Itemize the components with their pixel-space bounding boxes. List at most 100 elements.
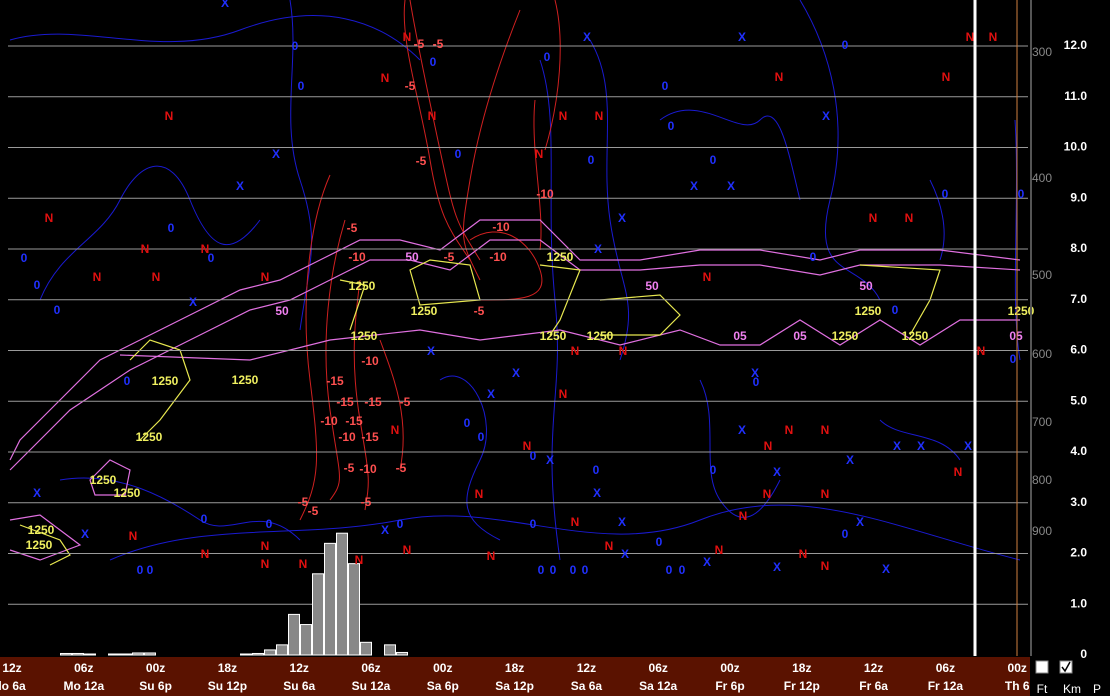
contour-label: 1250 xyxy=(855,304,882,318)
zero-marker: 0 xyxy=(753,375,760,389)
day-label: Su 6p xyxy=(139,679,172,693)
x-marker: X xyxy=(221,0,229,10)
hour-label: 06z xyxy=(936,661,955,675)
contour-label: 05 xyxy=(1009,329,1023,343)
wind-marker: N xyxy=(261,270,270,284)
pink-bands xyxy=(9,219,1021,561)
hour-label: 12z xyxy=(577,661,596,675)
zero-marker: 0 xyxy=(892,303,899,317)
x-marker: X xyxy=(546,453,554,467)
wind-marker: N xyxy=(763,487,772,501)
hour-label: 18z xyxy=(218,661,237,675)
contour-label: -5 xyxy=(416,154,427,168)
contour-label: 1250 xyxy=(232,373,259,387)
wind-marker: N xyxy=(785,423,794,437)
contour-label: 1250 xyxy=(90,473,117,487)
zero-marker: 0 xyxy=(478,430,485,444)
contour-label: 1250 xyxy=(1008,304,1035,318)
contour-label: 05 xyxy=(793,329,807,343)
y-tick-label: 11.0 xyxy=(1064,89,1087,103)
bar xyxy=(72,652,84,656)
wind-marker: N xyxy=(954,465,963,479)
zero-marker: 0 xyxy=(550,563,557,577)
hour-label: 00z xyxy=(1008,661,1027,675)
bar xyxy=(132,652,144,656)
bar xyxy=(108,653,120,656)
pressure-label: 900 xyxy=(1032,524,1052,538)
unit-button[interactable]: Ft xyxy=(1037,682,1048,696)
zero-marker: 0 xyxy=(208,251,215,265)
pressure-label: 700 xyxy=(1032,415,1052,429)
bar xyxy=(336,532,348,656)
zero-marker: 0 xyxy=(593,463,600,477)
x-marker: X xyxy=(727,179,735,193)
wind-marker: N xyxy=(523,439,532,453)
x-marker: X xyxy=(917,439,925,453)
day-label: Su 6a xyxy=(283,679,315,693)
hour-label: 00z xyxy=(146,661,165,675)
x-marker: X xyxy=(856,515,864,529)
contour-label: -10 xyxy=(361,354,379,368)
zero-marker: 0 xyxy=(588,153,595,167)
day-label: Su 12p xyxy=(208,679,247,693)
zero-marker: 0 xyxy=(942,187,949,201)
zero-marker: 0 xyxy=(430,55,437,69)
bar xyxy=(60,652,72,656)
precip-bars xyxy=(60,532,408,656)
wind-marker: N xyxy=(475,487,484,501)
wind-marker: N xyxy=(989,30,998,44)
zero-marker: 0 xyxy=(666,563,673,577)
axis-separator xyxy=(1030,0,1032,656)
y-tick-label: 6.0 xyxy=(1070,343,1087,357)
unit-button[interactable]: Km xyxy=(1063,682,1081,696)
wind-marker: N xyxy=(559,109,568,123)
contour-label: 05 xyxy=(733,329,747,343)
x-marker: X xyxy=(893,439,901,453)
wind-marker: N xyxy=(391,423,400,437)
day-label: Sa 12p xyxy=(495,679,534,693)
day-label: Fr 6p xyxy=(715,679,744,693)
x-marker: X xyxy=(882,562,890,576)
contour-label: -5 xyxy=(433,37,444,51)
wind-marker: N xyxy=(261,557,270,571)
pressure-label: 300 xyxy=(1032,45,1052,59)
wind-marker: N xyxy=(739,509,748,523)
wind-marker: N xyxy=(428,109,437,123)
contour-label: 1250 xyxy=(136,430,163,444)
unit-button[interactable]: P xyxy=(1093,682,1101,696)
contour-label: 1250 xyxy=(351,329,378,343)
x-marker: X xyxy=(487,387,495,401)
wind-marker: N xyxy=(821,423,830,437)
hour-label: 00z xyxy=(720,661,739,675)
y-tick-label: 10.0 xyxy=(1064,140,1088,154)
wind-marker: N xyxy=(535,147,544,161)
bar xyxy=(120,653,132,656)
zero-marker: 0 xyxy=(298,79,305,93)
zero-marker: 0 xyxy=(538,563,545,577)
zero-marker: 0 xyxy=(710,463,717,477)
bar xyxy=(240,653,252,656)
wind-marker: N xyxy=(966,30,975,44)
bar xyxy=(288,613,300,656)
day-label: Mo 12a xyxy=(63,679,104,693)
zero-marker: 0 xyxy=(464,416,471,430)
wind-marker: N xyxy=(355,553,364,567)
bar xyxy=(144,652,156,656)
x-marker: X xyxy=(272,147,280,161)
x-marker: X xyxy=(427,344,435,358)
wind-marker: N xyxy=(571,344,580,358)
checkbox[interactable] xyxy=(1035,660,1049,674)
hour-label: 18z xyxy=(505,661,524,675)
contour-label: -15 xyxy=(364,395,382,409)
x-marker: X xyxy=(81,527,89,541)
contour-label: 1250 xyxy=(902,329,929,343)
y-tick-label: 0 xyxy=(1080,647,1087,661)
contour-label: -5 xyxy=(361,495,372,509)
yellow-bands xyxy=(19,259,941,566)
zero-marker: 0 xyxy=(34,278,41,292)
wind-marker: N xyxy=(821,487,830,501)
pressure-label: 400 xyxy=(1032,171,1052,185)
wind-marker: N xyxy=(165,109,174,123)
x-marker: X xyxy=(618,515,626,529)
zero-marker: 0 xyxy=(54,303,61,317)
